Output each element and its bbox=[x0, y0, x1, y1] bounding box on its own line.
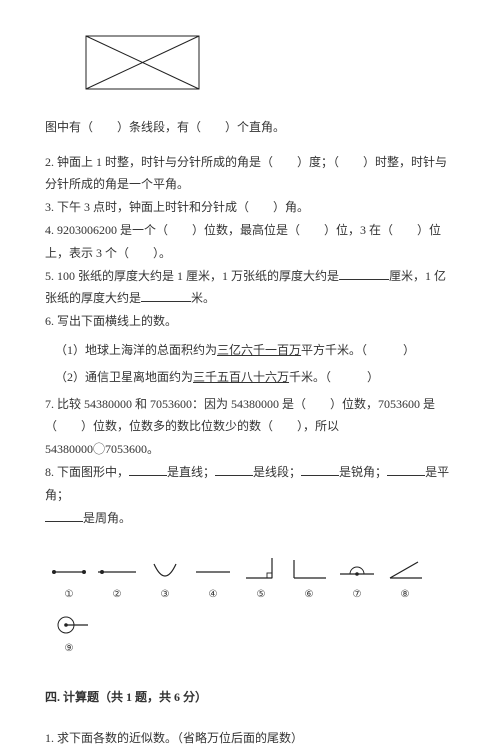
figure-rectangle-diagonals bbox=[85, 35, 455, 98]
q5a: 5. 100 张纸的厚度大约是 1 厘米，1 万张纸的厚度大约是 bbox=[45, 269, 339, 283]
q4-text: 4. 9203006200 是一个（ ）位数，最高位是（ ）位，3 在（ ）位上… bbox=[45, 219, 455, 265]
fig-label-4: ④ bbox=[209, 585, 218, 604]
fig-label-1: ① bbox=[65, 585, 74, 604]
fig-label-5: ⑤ bbox=[257, 585, 266, 604]
q6-1a: （1）地球上海洋的总面积约为 bbox=[55, 343, 217, 357]
q6-1-underline: 三亿六千一百万 bbox=[217, 343, 301, 357]
fig-4: ④ bbox=[189, 560, 237, 604]
q6-2b: 千米。（ ） bbox=[289, 370, 379, 384]
q6-2a: （2）通信卫星离地面约为 bbox=[55, 370, 193, 384]
q5c: 米。 bbox=[191, 291, 215, 305]
fig-5: ⑤ bbox=[237, 556, 285, 604]
q6-2: （2）通信卫星离地面约为三千五百八十六万千米。（ ） bbox=[55, 366, 455, 389]
fig-label-2: ② bbox=[113, 585, 122, 604]
fig-9: ⑨ bbox=[45, 612, 93, 658]
q1-caption: 图中有（ ）条线段，有（ ）个直角。 bbox=[45, 116, 455, 139]
fig-label-6: ⑥ bbox=[305, 585, 314, 604]
fig-label-9: ⑨ bbox=[65, 639, 74, 658]
section-4-q1: 1. 求下面各数的近似数。（省略万位后面的尾数） bbox=[45, 727, 455, 750]
blank bbox=[129, 464, 167, 476]
fig-3: ③ bbox=[141, 560, 189, 604]
q8b: 是直线； bbox=[167, 465, 215, 479]
q6-2-underline: 三千五百八十六万 bbox=[193, 370, 289, 384]
fig-label-7: ⑦ bbox=[353, 585, 362, 604]
q6-text: 6. 写出下面横线上的数。 bbox=[45, 310, 455, 333]
fig-label-8: ⑧ bbox=[401, 585, 410, 604]
q8f: 是周角。 bbox=[83, 511, 131, 525]
blank bbox=[339, 268, 389, 280]
q8-text: 8. 下面图形中，是直线；是线段；是锐角；是平角； bbox=[45, 461, 455, 507]
blank bbox=[301, 464, 339, 476]
fig-8: ⑧ bbox=[381, 558, 429, 604]
q6-1: （1）地球上海洋的总面积约为三亿六千一百万平方千米。（ ） bbox=[55, 339, 455, 362]
blank bbox=[45, 510, 83, 522]
q8d: 是锐角； bbox=[339, 465, 387, 479]
q2-text: 2. 钟面上 1 时整，时针与分针所成的角是（ ）度；（ ）时整，时针与分针所成… bbox=[45, 151, 455, 197]
fig-1: ① bbox=[45, 560, 93, 604]
q8c: 是线段； bbox=[253, 465, 301, 479]
q7-text: 7. 比较 54380000 和 7053600：因为 54380000 是（ … bbox=[45, 393, 455, 461]
blank bbox=[141, 291, 191, 303]
q3-text: 3. 下午 3 点时，钟面上时针和分针成（ ）角。 bbox=[45, 196, 455, 219]
section-4-title: 四. 计算题（共 1 题，共 6 分） bbox=[45, 686, 455, 709]
fig-label-3: ③ bbox=[161, 585, 170, 604]
q8a: 8. 下面图形中， bbox=[45, 465, 129, 479]
figures-container: ① ② ③ ④ ⑤ ⑥ ⑦ ⑧ ⑨ bbox=[45, 556, 455, 666]
q5-text: 5. 100 张纸的厚度大约是 1 厘米，1 万张纸的厚度大约是厘米，1 亿张纸… bbox=[45, 265, 455, 311]
fig-2: ② bbox=[93, 560, 141, 604]
q6-1b: 平方千米。（ ） bbox=[301, 343, 415, 357]
blank bbox=[215, 464, 253, 476]
q8-text-2: 是周角。 bbox=[45, 507, 455, 530]
blank bbox=[387, 464, 425, 476]
fig-6: ⑥ bbox=[285, 556, 333, 604]
fig-7: ⑦ bbox=[333, 560, 381, 604]
